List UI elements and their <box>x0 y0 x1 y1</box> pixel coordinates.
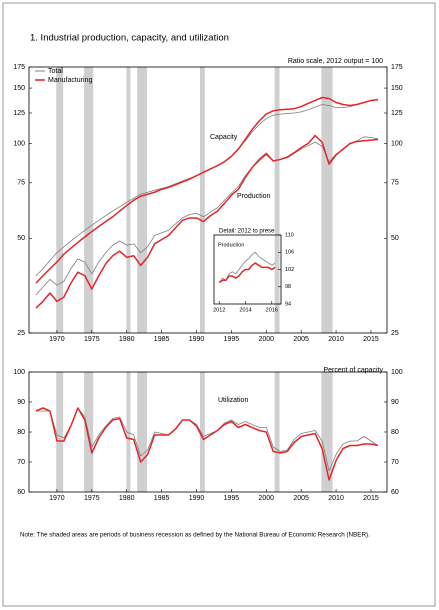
y-tick-label: 90 <box>17 399 25 406</box>
x-tick-label: 2005 <box>293 495 309 502</box>
y-tick-label: 80 <box>391 429 399 436</box>
recession-band <box>274 67 280 333</box>
y-tick-label: 25 <box>391 330 399 337</box>
annotation: Production <box>237 193 271 200</box>
y-tick-label: 175 <box>13 64 25 71</box>
recession-band <box>137 67 147 333</box>
y-tick-label: 60 <box>17 489 25 496</box>
x-tick-label: 2000 <box>258 336 274 343</box>
x-tick-label: 1990 <box>189 495 205 502</box>
inset-title: Detail: 2012 to present <box>219 229 280 235</box>
legend-label: Total <box>48 68 63 75</box>
x-tick-label: 1980 <box>119 495 135 502</box>
y-tick-label: 25 <box>17 330 25 337</box>
y-tick-label: 150 <box>13 85 25 92</box>
annotation: Utilization <box>218 397 248 404</box>
recession-band <box>126 67 131 333</box>
x-tick-label: 1975 <box>84 495 100 502</box>
y-tick-label: 125 <box>13 110 25 117</box>
series-line <box>35 407 379 481</box>
y-tick-label: 106 <box>285 250 294 256</box>
x-tick-label: 1980 <box>119 336 135 343</box>
y-tick-label: 94 <box>285 301 291 307</box>
axis-note: Percent of capacity <box>323 367 383 374</box>
y-tick-label: 100 <box>391 369 403 376</box>
y-tick-label: 100 <box>391 140 403 147</box>
series-line <box>35 134 379 309</box>
legend-label: Manufacturing <box>48 77 92 84</box>
y-tick-label: 50 <box>391 235 399 242</box>
y-tick-label: 90 <box>391 399 399 406</box>
x-tick-label: 2015 <box>363 495 379 502</box>
x-tick-label: 1995 <box>224 495 240 502</box>
x-tick-label: 1995 <box>224 336 240 343</box>
annotation: Production <box>218 242 244 248</box>
recession-band <box>321 67 333 333</box>
recession-band <box>199 67 205 333</box>
recession-band <box>274 372 280 492</box>
y-tick-label: 175 <box>391 64 403 71</box>
x-tick-label: 1975 <box>84 336 100 343</box>
y-tick-label: 102 <box>285 267 294 273</box>
y-tick-label: 70 <box>17 459 25 466</box>
x-tick-label: 2014 <box>239 307 251 313</box>
x-tick-label: 1985 <box>154 336 170 343</box>
x-tick-label: 2010 <box>328 495 344 502</box>
y-tick-label: 70 <box>391 459 399 466</box>
y-tick-label: 110 <box>285 232 294 238</box>
y-tick-label: 60 <box>391 489 399 496</box>
recession-band <box>56 372 64 492</box>
x-tick-label: 2005 <box>293 336 309 343</box>
x-tick-label: 2010 <box>328 336 344 343</box>
recession-band <box>321 372 333 492</box>
chart-title: 1. Industrial production, capacity, and … <box>30 33 229 44</box>
y-tick-label: 100 <box>13 140 25 147</box>
y-tick-label: 80 <box>17 429 25 436</box>
y-tick-label: 50 <box>17 235 25 242</box>
series-line <box>218 251 276 283</box>
recession-band <box>56 67 64 333</box>
recession-band <box>126 372 131 492</box>
y-tick-label: 125 <box>391 110 403 117</box>
plot-frame <box>28 66 388 334</box>
recession-band <box>84 67 94 333</box>
y-tick-label: 75 <box>391 180 399 187</box>
series-line <box>35 136 379 296</box>
series-line <box>35 407 379 472</box>
recession-band <box>199 372 205 492</box>
y-tick-label: 100 <box>13 369 25 376</box>
x-tick-label: 2000 <box>258 495 274 502</box>
recession-band <box>137 372 147 492</box>
x-tick-label: 1985 <box>154 495 170 502</box>
x-tick-label: 2012 <box>213 307 225 313</box>
scale-note: Ratio scale, 2012 output = 100 <box>288 58 383 65</box>
x-tick-label: 1990 <box>189 336 205 343</box>
footnote: Note: The shaded areas are periods of bu… <box>20 532 370 539</box>
y-tick-label: 75 <box>17 180 25 187</box>
annotation: Capacity <box>210 134 238 141</box>
x-tick-label: 2016 <box>266 307 278 313</box>
x-tick-label: 2015 <box>363 336 379 343</box>
series-line <box>35 96 379 284</box>
series-line <box>218 262 276 284</box>
y-tick-label: 98 <box>285 284 291 290</box>
x-tick-label: 1970 <box>49 495 65 502</box>
x-tick-label: 1970 <box>49 336 65 343</box>
y-tick-label: 150 <box>391 85 403 92</box>
